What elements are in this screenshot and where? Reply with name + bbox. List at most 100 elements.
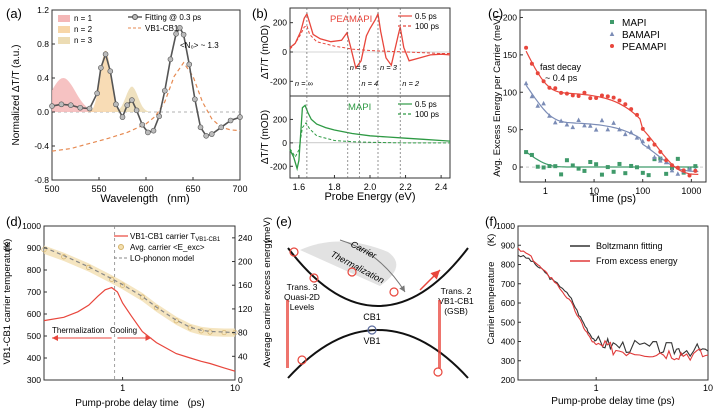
hole-circle-2 — [297, 355, 307, 365]
c-point-BAMAPI — [599, 117, 605, 123]
d-ytick-right-label: 40 — [238, 351, 248, 361]
c-ytick-label: 150 — [503, 50, 517, 60]
d-legend-label-3: LO-phonon model — [130, 254, 194, 263]
c-point-PEAMAPI — [576, 94, 581, 99]
c-legend-marker — [609, 31, 615, 36]
c-xtick-label: 10 — [589, 186, 599, 196]
c-point-MAPI — [675, 156, 680, 161]
fit-point — [180, 31, 187, 38]
fit-point — [113, 101, 119, 108]
d-ytick-label: 400 — [27, 353, 41, 363]
c-point-PEAMAPI — [652, 142, 657, 147]
c-point-BAMAPI — [634, 135, 640, 140]
a-ytick-label: 0.0 — [37, 107, 49, 117]
c-point-MAPI — [564, 158, 569, 163]
c-point-BAMAPI — [628, 129, 634, 135]
c-point-MAPI — [576, 166, 581, 171]
c-point-PEAMAPI — [594, 95, 599, 100]
c-point-MAPI — [541, 165, 546, 170]
hole-circle-1 — [367, 325, 377, 335]
panel-d-label: (d) — [6, 214, 22, 229]
fit-point — [227, 117, 234, 124]
c-legend-marker — [610, 44, 614, 48]
d-excess-point — [109, 276, 115, 282]
c-point-MAPI — [664, 171, 669, 176]
c-annotation-line2: ~ 0.4 ps — [545, 73, 578, 83]
c-point-PEAMAPI — [611, 95, 616, 100]
panel-f-label: (f) — [485, 214, 497, 229]
a-ytick-label: -0.8 — [34, 175, 49, 185]
panel-d-ylabel-right: Average carrier excess energy — [262, 238, 273, 367]
bbot-ytick-label: 0 — [282, 138, 287, 148]
fit-point — [119, 114, 126, 120]
c-point-BAMAPI — [605, 126, 611, 132]
bbot-ytick-label: -200 — [270, 161, 287, 171]
c-xtick-label: 1000 — [681, 186, 701, 196]
f-ytick-label: 400 — [501, 337, 515, 347]
thermalization-cloud — [300, 241, 397, 286]
vb1-parabola — [287, 328, 469, 379]
a-legend-label: n = 1 — [74, 14, 93, 23]
d-legend-marker-2 — [118, 244, 124, 250]
c-point-BAMAPI — [687, 166, 692, 171]
c-point-PEAMAPI — [646, 137, 651, 142]
d-legend-label-1: VB1-CB1 carrier TVB1-CB1 — [130, 232, 221, 243]
c-xtick-label: 1 — [543, 186, 548, 196]
a-ytick-label: 0.8 — [37, 39, 49, 49]
d-xtick-label: 1 — [120, 383, 125, 393]
fit-point — [218, 124, 224, 131]
c-point-MAPI — [588, 159, 593, 164]
c-point-BAMAPI — [640, 138, 646, 144]
trans3-line3: Levels — [290, 302, 315, 312]
fit-point — [124, 102, 130, 108]
panel-d-ylabel: VB1-CB1 carrier temperature — [2, 241, 13, 364]
c-legend-label: PEAMAPI — [622, 42, 666, 53]
panel-d-yunit-right: (meV) — [262, 217, 273, 243]
fit-point — [192, 96, 198, 103]
f-xtick-label: 1 — [594, 383, 599, 393]
trans3-line2: Quasi-2D — [284, 292, 320, 302]
c-point-PEAMAPI — [623, 102, 628, 107]
bbot-title: MAPI — [348, 102, 371, 113]
d-temperature-line — [43, 286, 236, 372]
btop-ytick-label: -200 — [270, 76, 287, 86]
b-marker-label: n = 4 — [361, 79, 378, 88]
c-point-PEAMAPI — [675, 165, 680, 170]
c-point-MAPI — [553, 164, 558, 169]
c-legend-label: BAMAPI — [622, 30, 660, 41]
c-point-BAMAPI — [669, 167, 675, 173]
panel-f-yunit: (K) — [486, 234, 497, 247]
c-point-PEAMAPI — [588, 96, 593, 101]
a-annotation: <N₀> ~ 1.3 — [180, 41, 219, 50]
panel-b-label: (b) — [252, 6, 268, 21]
a-xtick-label: 600 — [138, 184, 153, 194]
fit-point — [186, 61, 193, 68]
c-point-PEAMAPI — [570, 93, 575, 98]
c-point-BAMAPI — [646, 144, 651, 149]
d-ytick-right-label: 0 — [238, 375, 243, 385]
fit-point — [177, 25, 183, 31]
c-point-BAMAPI — [576, 117, 581, 122]
fit-point — [237, 114, 243, 120]
fit-point — [94, 90, 100, 97]
c-point-PEAMAPI — [681, 168, 686, 173]
c-annotation-line1: fast decay — [540, 62, 582, 72]
panel-a-xlabel: Wavelength (nm) — [100, 193, 189, 205]
c-point-MAPI — [634, 165, 639, 170]
bbot-legend-label: 100 ps — [415, 110, 439, 119]
c-point-MAPI — [559, 172, 564, 177]
d-ytick-label: 500 — [27, 331, 41, 341]
d-ytick-label: 300 — [27, 375, 41, 385]
panel-c-label: (c) — [488, 6, 503, 21]
panel-f-data-layer: 1 10 200 300 400 500 600 700 800 900 1000 Boltzmann… — [496, 221, 713, 393]
a-legend-swatch — [58, 26, 70, 33]
fit-point — [145, 129, 151, 136]
c-point-BAMAPI — [623, 131, 628, 137]
f-ytick-label: 700 — [501, 279, 515, 289]
btop-ytick-label: 0 — [282, 47, 287, 57]
trans3-line1: Trans. 3 — [287, 282, 318, 292]
c-point-BAMAPI — [535, 103, 541, 108]
c-ytick-label: 200 — [503, 12, 517, 22]
d-excess-point — [139, 294, 145, 300]
